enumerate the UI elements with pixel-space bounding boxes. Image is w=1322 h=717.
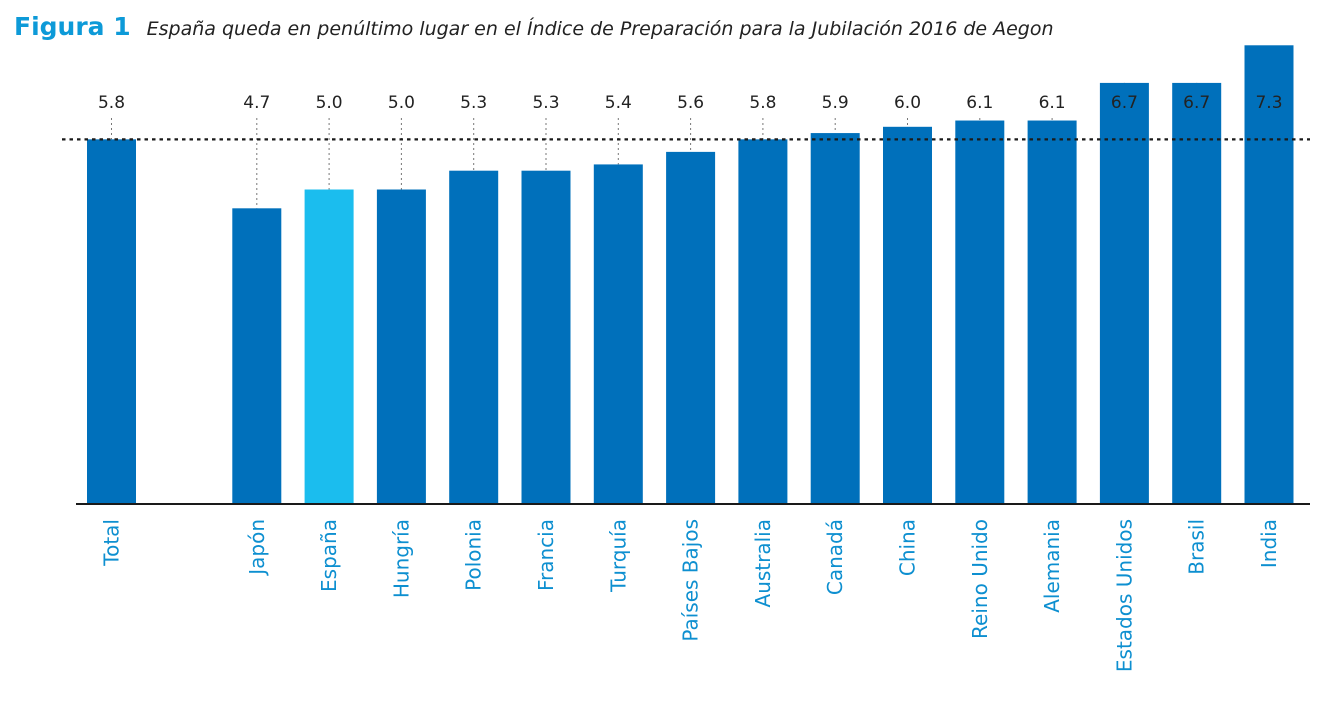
category-label: Brasil [1185,519,1209,575]
category-label: Estados Unidos [1112,519,1136,672]
bar-12 [1027,120,1077,503]
category-label: Francia [534,519,558,591]
category-label: Alemania [1040,519,1064,613]
value-label: 5.8 [98,93,125,113]
category-label: Países Bajos [679,519,703,642]
value-label: 6.0 [894,93,921,113]
bar-3 [376,189,426,503]
category-label: China [896,519,920,576]
figure-header: Figura 1 España queda en penúltimo lugar… [14,12,1054,46]
bar-11 [955,120,1005,503]
category-label: Canadá [823,519,847,595]
value-label: 5.0 [316,93,343,113]
bar-15 [1244,45,1294,503]
bar-4 [449,170,499,503]
bar-9 [810,133,860,503]
category-label: Australia [751,519,775,607]
value-label: 7.3 [1255,93,1282,113]
figure-title: España queda en penúltimo lugar en el Ín… [146,18,1054,40]
category-label: Polonia [462,519,486,591]
bar-10 [883,126,932,504]
category-label: Reino Unido [968,519,992,639]
value-label: 6.1 [1039,93,1066,113]
bar-7 [666,151,716,503]
category-label: Hungría [389,519,413,598]
value-label: 6.1 [966,93,993,113]
figure-label: Figura 1 [14,12,131,41]
bar-2 [304,189,354,503]
bar-0 [87,139,136,503]
bar-8 [738,139,788,503]
category-label: Total [100,519,124,567]
bar-1 [232,208,282,503]
category-label: Turquía [606,519,630,593]
bar-6 [593,164,643,504]
category-label: India [1257,519,1281,568]
bar-14 [1172,82,1222,503]
bar-5 [521,170,571,503]
category-label: España [317,519,341,592]
value-label: 5.0 [388,93,415,113]
value-label: 5.9 [822,93,849,113]
value-label: 5.3 [532,93,559,113]
value-label: 6.7 [1183,93,1210,113]
value-label: 5.3 [460,93,487,113]
value-label: 5.4 [605,93,632,113]
value-label: 6.7 [1111,93,1138,113]
value-label: 4.7 [243,93,270,113]
value-label: 5.8 [749,93,776,113]
category-label: Japón [245,519,269,577]
value-label: 5.6 [677,93,704,113]
bar-13 [1099,82,1149,503]
